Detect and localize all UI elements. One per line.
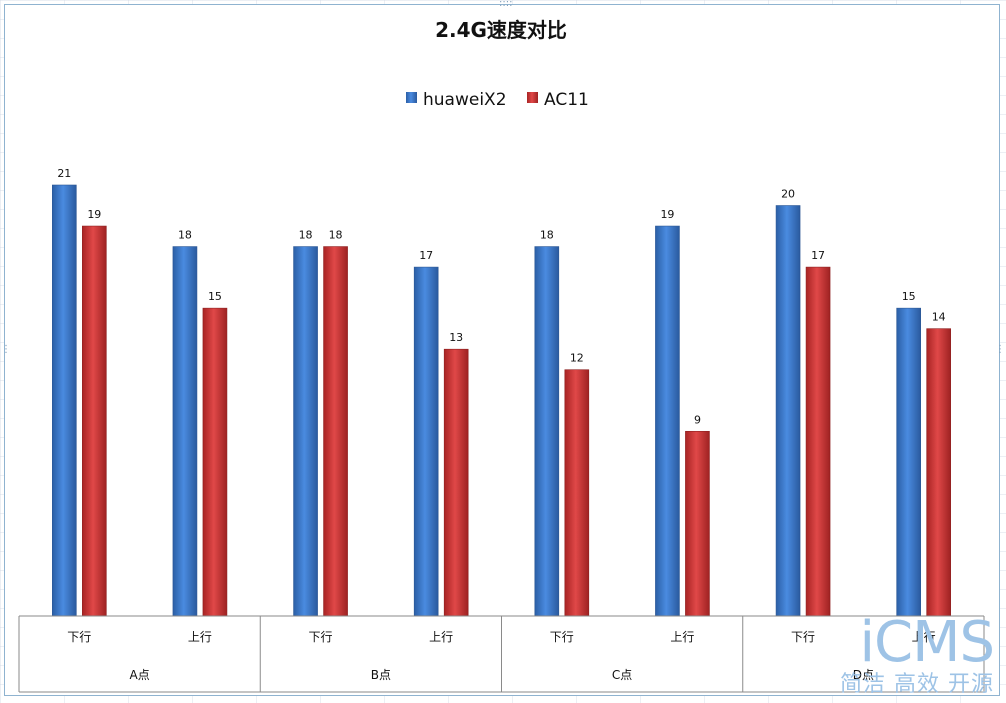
data-label-ac11-4: 12 (570, 352, 584, 365)
watermark-logo: iCMS (859, 610, 995, 675)
group-label-3: D点 (853, 668, 874, 682)
category-label-3: 上行 (429, 630, 453, 644)
resize-handle-left[interactable]: ⋮ (1, 344, 11, 355)
group-label-0: A点 (130, 668, 150, 682)
data-label-ac11-1: 15 (208, 290, 222, 303)
bar-ac11-7 (926, 328, 951, 617)
category-label-2: 下行 (309, 630, 333, 644)
data-label-huaweiX2-0: 21 (57, 167, 71, 180)
bar-huaweiX2-3 (413, 266, 439, 617)
watermark-slogan: 简洁 高效 开源 (840, 672, 994, 697)
category-label-7: 上行 (912, 630, 936, 644)
bar-ac11-1 (202, 307, 228, 617)
bar-ac11-6 (805, 266, 831, 617)
data-label-ac11-7: 14 (932, 311, 946, 324)
group-label-2: C点 (612, 668, 632, 682)
bar-huaweiX2-2 (293, 246, 318, 617)
bar-huaweiX2-5 (655, 225, 680, 617)
category-label-1: 上行 (188, 630, 212, 644)
bar-huaweiX2-7 (896, 307, 921, 617)
data-label-ac11-2: 18 (329, 229, 343, 242)
legend: huaweiX2 AC11 (406, 90, 589, 110)
data-label-huaweiX2-5: 19 (660, 208, 674, 221)
bar-huaweiX2-1 (172, 246, 198, 617)
bar-ac11-0 (82, 225, 107, 617)
data-label-huaweiX2-6: 20 (781, 188, 795, 201)
category-label-6: 下行 (791, 630, 815, 644)
bar-ac11-3 (443, 348, 469, 617)
group-label-1: B点 (371, 668, 391, 682)
data-label-huaweiX2-7: 15 (902, 290, 916, 303)
data-label-ac11-5: 9 (694, 413, 701, 426)
bar-huaweiX2-6 (775, 205, 801, 617)
legend-swatch-huaweiX2 (406, 92, 417, 103)
data-label-ac11-6: 17 (811, 249, 825, 262)
category-label-5: 上行 (670, 630, 694, 644)
legend-label-huaweiX2: huaweiX2 (423, 90, 507, 110)
category-label-0: 下行 (67, 630, 91, 644)
legend-swatch-AC11 (527, 92, 538, 103)
data-label-ac11-0: 19 (87, 208, 101, 221)
legend-label-AC11: AC11 (544, 90, 589, 110)
bar-huaweiX2-0 (52, 184, 77, 617)
resize-handle-right[interactable]: ⋮ (995, 344, 1005, 355)
category-label-4: 下行 (550, 630, 574, 644)
bar-ac11-2 (323, 246, 348, 617)
data-label-huaweiX2-4: 18 (540, 229, 554, 242)
resize-handle-top[interactable]: :::: (499, 0, 513, 9)
bar-huaweiX2-4 (534, 246, 560, 617)
data-label-huaweiX2-3: 17 (419, 249, 433, 262)
category-axis: 下行 上行 下行 上行 下行 上行 下行 上行 A点 B点 C点 D点 (18, 615, 985, 693)
data-label-ac11-3: 13 (449, 331, 463, 344)
plot-area: 21 19 18 15 18 18 17 13 18 12 19 9 20 17 15 14 (52, 167, 951, 617)
bar-ac11-4 (564, 369, 590, 617)
data-label-huaweiX2-2: 18 (299, 229, 313, 242)
data-label-huaweiX2-1: 18 (178, 229, 192, 242)
chart-title: 2.4G速度对比 (435, 18, 567, 42)
bar-ac11-5 (685, 430, 710, 617)
